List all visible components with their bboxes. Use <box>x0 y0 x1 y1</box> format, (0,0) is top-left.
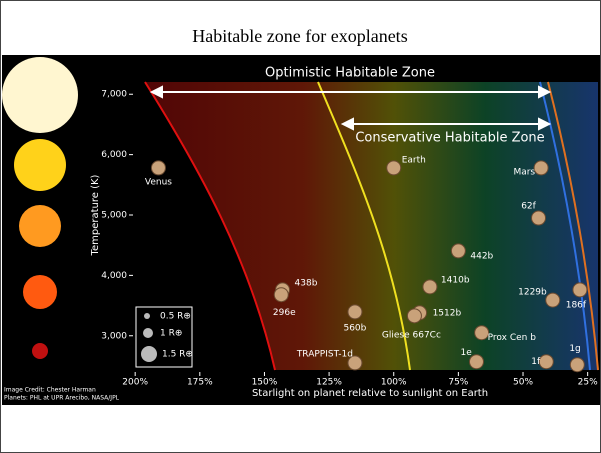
planet-label: 1e <box>460 348 472 358</box>
planet <box>347 355 363 371</box>
x-tick-label: 150% <box>252 378 278 388</box>
planet <box>531 210 547 226</box>
planet-label: Earth <box>402 155 426 165</box>
planet-label: TRAPPIST-1d <box>296 349 353 359</box>
x-tick-label: 100% <box>381 378 407 388</box>
planet-label: 186f <box>566 300 587 310</box>
planet-label: Venus <box>145 177 172 187</box>
planet-label: Prox Cen b <box>488 333 537 343</box>
annotation: Optimistic Habitable Zone <box>265 66 435 81</box>
planet <box>569 357 585 373</box>
size-legend-label: 1 R⊕ <box>160 329 182 339</box>
star-column <box>2 57 78 359</box>
planet-label: Gliese 667Cc <box>382 330 441 340</box>
x-tick-label: 75% <box>448 378 468 388</box>
planet-label: 1g <box>569 344 580 354</box>
planet <box>347 304 363 320</box>
y-tick-label: 6,000 <box>101 150 127 160</box>
y-tick-label: 3,000 <box>101 331 127 341</box>
planet-label: 1f <box>531 357 541 367</box>
planet <box>538 354 554 370</box>
planet <box>533 160 549 176</box>
planet <box>468 354 484 370</box>
zone-boundary <box>144 81 276 371</box>
x-tick-label: 25% <box>578 378 598 388</box>
planet-label: 442b <box>470 251 493 261</box>
y-tick-label: 7,000 <box>101 90 127 100</box>
planet-label: 1512b <box>433 308 462 318</box>
planet-label: 296e <box>273 308 296 318</box>
annotation: Conservative Habitable Zone <box>355 131 544 146</box>
planet <box>273 287 289 303</box>
zone-boundary <box>317 81 411 371</box>
x-tick-label: 50% <box>513 378 533 388</box>
planet-label: 560b <box>343 323 366 333</box>
planet <box>450 243 466 259</box>
planet <box>474 325 490 341</box>
x-tick-label: 200% <box>122 378 148 388</box>
planet <box>406 308 422 324</box>
size-legend-box <box>135 306 193 368</box>
planet <box>150 160 166 176</box>
zone-fill <box>145 82 598 370</box>
y-axis-label: Temperature (K) <box>90 174 101 256</box>
x-tick-label: 125% <box>316 378 342 388</box>
planet-label: 438b <box>295 278 318 288</box>
planet-label: 1410b <box>441 275 470 285</box>
zone-boundary <box>547 81 599 371</box>
y-tick-label: 4,000 <box>101 271 127 281</box>
planet <box>386 160 402 176</box>
planet <box>422 279 438 295</box>
x-tick-label: 175% <box>187 378 213 388</box>
credit: Planets: PHL at UPR Arecibo, NASA/JPL <box>4 395 120 402</box>
slide-title: Habitable zone for exoplanets <box>192 26 407 46</box>
planet-label: 1229b <box>518 288 547 298</box>
planet-label: Mars <box>513 167 535 177</box>
planet-label: 62f <box>521 202 536 212</box>
y-tick-label: 5,000 <box>101 211 127 221</box>
size-legend-icons <box>141 313 157 362</box>
credit: Image Credit: Chester Harman <box>4 387 96 394</box>
x-axis-label: Starlight on planet relative to sunlight… <box>252 388 488 399</box>
zone-arrows <box>149 85 552 131</box>
size-legend-label: 1.5 R⊕ <box>162 350 193 360</box>
planet <box>572 282 588 298</box>
zone-boundary <box>539 81 591 371</box>
size-legend-label: 0.5 R⊕ <box>160 312 191 322</box>
planet <box>545 292 561 308</box>
